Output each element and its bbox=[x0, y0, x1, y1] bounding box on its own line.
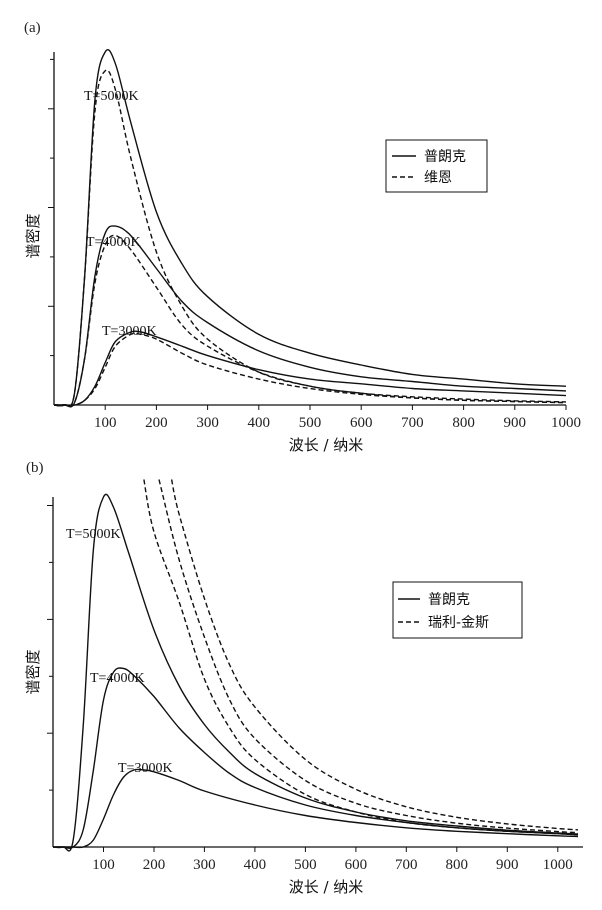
temperature-label: T=4000K bbox=[86, 235, 141, 250]
x-tick-label: 200 bbox=[143, 857, 166, 873]
panel-a-y-ticks bbox=[48, 58, 54, 357]
panel-b-axes bbox=[52, 497, 583, 848]
x-tick-label: 400 bbox=[244, 857, 267, 873]
panel-b-curve-labels: T=5000K T=4000K T=3000K bbox=[66, 527, 173, 776]
x-tick-label: 100 bbox=[94, 415, 117, 431]
panel-a-x-axis-label: 波长 / 纳米 bbox=[289, 436, 364, 454]
x-tick-label: 900 bbox=[504, 415, 527, 431]
panel-b-y-axis-label: 谱密度 bbox=[24, 649, 42, 694]
x-tick-label: 600 bbox=[350, 415, 373, 431]
panel-b: (b) 100 200 300 400 500 600 700 800 900 1000 T=50… bbox=[24, 460, 583, 896]
dashed-curve-5 bbox=[170, 479, 579, 831]
x-tick-label: 400 bbox=[248, 415, 271, 431]
x-tick-label: 1000 bbox=[543, 857, 573, 873]
dashed-curve-3 bbox=[143, 479, 579, 836]
panel-a-axes bbox=[53, 52, 566, 406]
dashed-curve-4 bbox=[158, 479, 579, 834]
x-tick-label: 500 bbox=[299, 415, 322, 431]
panel-b-x-axis-label: 波长 / 纳米 bbox=[289, 878, 364, 896]
x-tick-label: 800 bbox=[452, 415, 475, 431]
panel-a-legend: 普朗克 维恩 bbox=[385, 139, 488, 193]
x-tick-label: 600 bbox=[345, 857, 368, 873]
panel-a-curve-labels: T=5000K T=4000K T=3000K bbox=[84, 89, 157, 339]
panel-a-y-axis-label: 谱密度 bbox=[24, 213, 42, 258]
x-tick-label: 1000 bbox=[551, 415, 581, 431]
panel-b-curves bbox=[52, 479, 579, 852]
x-tick-label: 700 bbox=[401, 415, 424, 431]
x-tick-label: 100 bbox=[92, 857, 115, 873]
solid-curve-0 bbox=[52, 493, 579, 852]
x-tick-label: 900 bbox=[496, 857, 519, 873]
temperature-label: T=3000K bbox=[118, 761, 173, 776]
panel-a-curves bbox=[53, 48, 567, 408]
x-tick-label: 200 bbox=[145, 415, 168, 431]
panel-b-legend-label-planck: 普朗克 bbox=[428, 592, 470, 608]
solid-curve-1 bbox=[53, 667, 579, 849]
temperature-label: T=3000K bbox=[102, 324, 157, 339]
x-tick-label: 800 bbox=[446, 857, 469, 873]
temperature-label: T=5000K bbox=[84, 89, 139, 104]
x-tick-label: 500 bbox=[294, 857, 317, 873]
panel-a-legend-label-wien: 维恩 bbox=[424, 170, 452, 186]
panel-b-y-ticks bbox=[47, 505, 53, 791]
panel-b-legend-label-rayleigh-jeans: 瑞利-金斯 bbox=[428, 615, 489, 631]
x-tick-label: 300 bbox=[193, 857, 216, 873]
temperature-label: T=5000K bbox=[66, 527, 121, 542]
solid-curve-4 bbox=[54, 330, 567, 407]
dashed-curve-5 bbox=[54, 332, 567, 407]
panel-a-legend-box bbox=[385, 139, 488, 193]
panel-a-x-ticks: 100 200 300 400 500 600 700 800 900 1000 bbox=[94, 405, 581, 431]
x-tick-label: 300 bbox=[196, 415, 219, 431]
x-tick-label: 700 bbox=[395, 857, 418, 873]
dashed-curve-1 bbox=[53, 69, 567, 408]
panel-b-legend-box bbox=[392, 581, 523, 639]
panel-a: (a) 100 200 300 400 500 600 700 800 900 1000 T=50… bbox=[24, 20, 581, 454]
panel-b-legend: 普朗克 瑞利-金斯 bbox=[392, 581, 523, 639]
panel-a-legend-label-planck: 普朗克 bbox=[424, 149, 466, 165]
panel-b-x-ticks: 100 200 300 400 500 600 700 800 900 1000 bbox=[92, 847, 573, 873]
panel-b-label: (b) bbox=[26, 460, 44, 476]
solid-curve-2 bbox=[53, 768, 579, 849]
temperature-label: T=4000K bbox=[90, 671, 145, 686]
panel-a-label: (a) bbox=[24, 20, 41, 36]
